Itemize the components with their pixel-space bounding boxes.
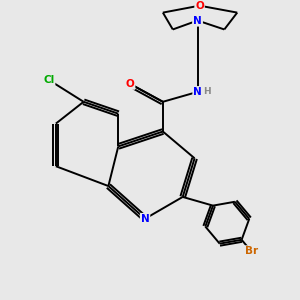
Text: H: H bbox=[203, 87, 211, 96]
Text: O: O bbox=[195, 1, 204, 11]
Text: N: N bbox=[141, 214, 149, 224]
Text: O: O bbox=[126, 79, 135, 89]
Text: Cl: Cl bbox=[43, 75, 55, 85]
Text: N: N bbox=[193, 16, 202, 26]
Text: N: N bbox=[193, 16, 202, 26]
Text: Br: Br bbox=[244, 246, 258, 256]
Text: N: N bbox=[193, 87, 202, 97]
